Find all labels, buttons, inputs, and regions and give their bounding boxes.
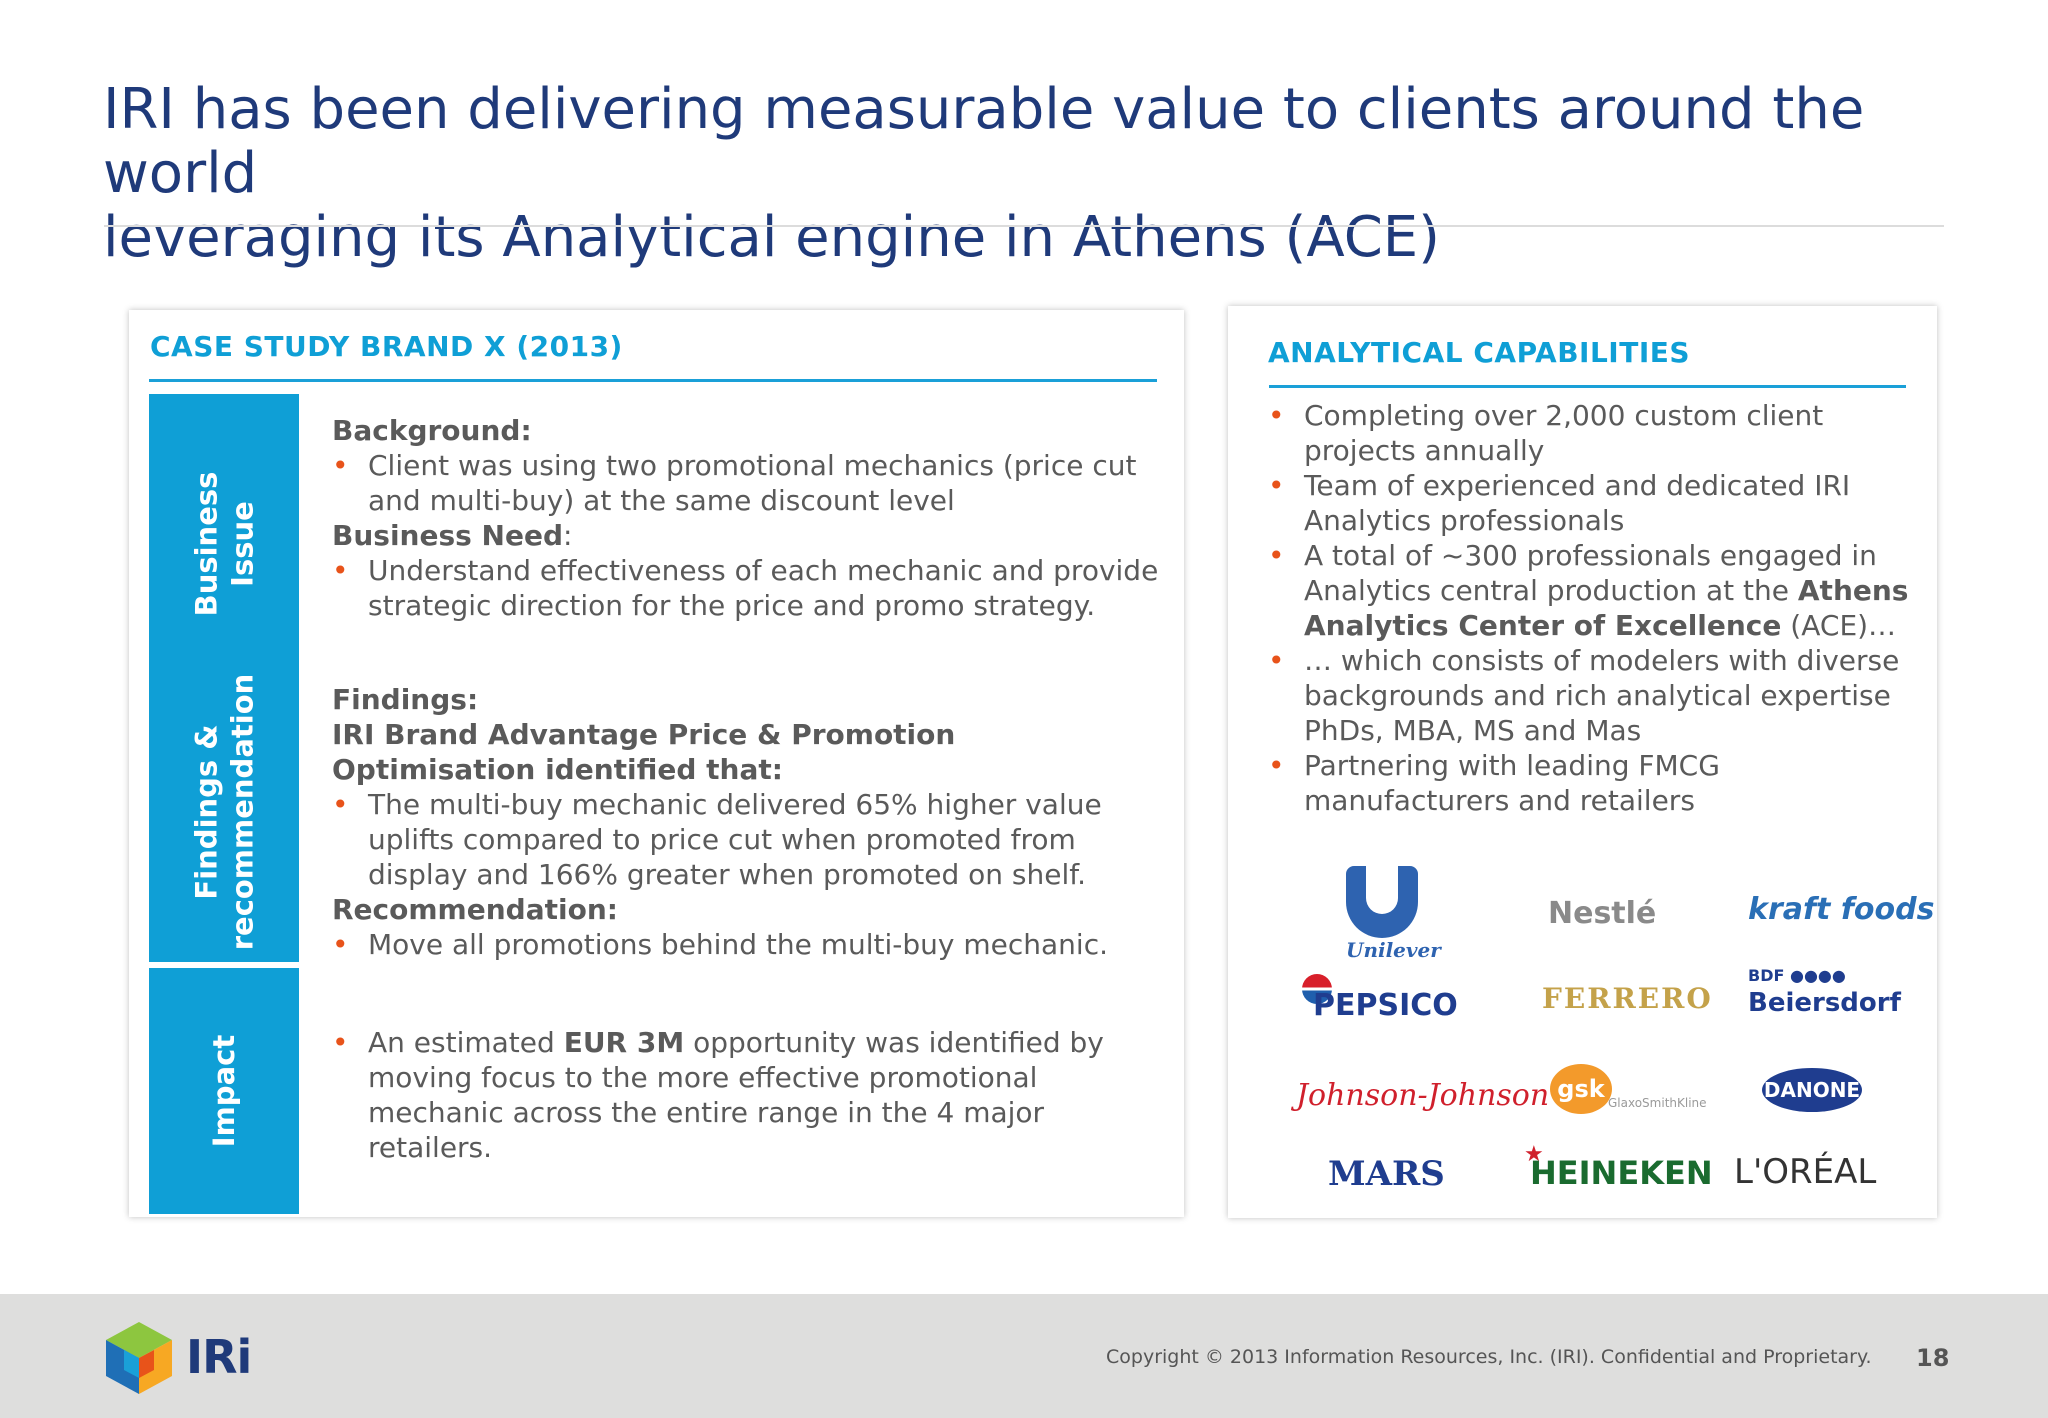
findings-subheading: IRI Brand Advantage Price & Promotion Op… (332, 718, 956, 786)
impact-amount: EUR 3M (563, 1026, 685, 1059)
tab-findings-recommendation: Findings & recommendation (149, 662, 299, 962)
capabilities-content: Completing over 2,000 custom client proj… (1268, 398, 1928, 818)
slide-title: IRI has been delivering measurable value… (103, 78, 1983, 270)
findings-label: Findings: (332, 683, 479, 716)
tab-impact: Impact (149, 968, 299, 1214)
page-number: 18 (1916, 1344, 1950, 1372)
capability-bullet-3-pre: A total of ~300 professionals engaged in… (1304, 539, 1877, 607)
case-study-heading-rule (149, 379, 1157, 382)
slide-title-line-2: leveraging its Analytical engine in Athe… (103, 205, 1441, 270)
unilever-logo-icon (1346, 866, 1418, 938)
background-label: Background: (332, 414, 532, 447)
danone-logo-text: DANONE (1763, 1078, 1861, 1102)
capability-bullet-3: A total of ~300 professionals engaged in… (1268, 538, 1928, 643)
gsk-logo: gsk (1550, 1064, 1612, 1114)
recommendation-bullet: Move all promotions behind the multi-buy… (332, 927, 1172, 962)
tab-business-issue-line-2: Issue (224, 501, 259, 587)
pepsico-logo: PEPSICO (1313, 988, 1458, 1023)
capability-bullet-3-post: (ACE)… (1781, 609, 1897, 642)
gsk-logo-text: gsk (1557, 1075, 1605, 1103)
tab-business-issue: Business Issue (149, 394, 299, 694)
impact-text-post: opportunity was identified by moving foc… (368, 1026, 1104, 1164)
heineken-logo: HEINEKEN (1530, 1154, 1713, 1192)
capabilities-heading: ANALYTICAL CAPABILITIES (1268, 336, 1691, 369)
business-issue-content: Background: Client was using two promoti… (332, 413, 1172, 623)
impact-content: An estimated EUR 3M opportunity was iden… (332, 1025, 1172, 1165)
heineken-star-icon: ★ (1524, 1142, 1544, 1167)
capabilities-panel: ANALYTICAL CAPABILITIES Completing over … (1228, 306, 1937, 1218)
tab-impact-label: Impact (206, 1034, 241, 1148)
tab-findings-line-1: Findings & (189, 724, 224, 900)
pepsico-globe-icon (1302, 974, 1332, 1004)
business-need-colon: : (563, 519, 573, 552)
impact-bullet: An estimated EUR 3M opportunity was iden… (332, 1025, 1172, 1165)
impact-text-pre: An estimated (368, 1026, 564, 1059)
copyright-notice: Copyright © 2013 Information Resources, … (1106, 1346, 1872, 1368)
mars-logo: MARS (1328, 1154, 1445, 1194)
background-bullet: Client was using two promotional mechani… (332, 448, 1172, 518)
case-study-heading: CASE STUDY BRAND X (2013) (150, 330, 623, 363)
iri-cube-logo-icon (106, 1322, 172, 1394)
findings-content: Findings: IRI Brand Advantage Price & Pr… (332, 682, 1172, 962)
recommendation-label: Recommendation: (332, 893, 618, 926)
business-need-bullet: Understand effectiveness of each mechani… (332, 553, 1172, 623)
bdf-logo: BDF ●●●● (1748, 966, 1846, 985)
kraft-foods-logo: kraft foods (1748, 892, 1935, 927)
case-study-panel: CASE STUDY BRAND X (2013) Business Issue… (129, 310, 1184, 1217)
tab-findings-line-2: recommendation (225, 673, 260, 951)
beiersdorf-logo: Beiersdorf (1748, 988, 1901, 1018)
capability-bullet-2: Team of experienced and dedicated IRI An… (1268, 468, 1928, 538)
gsk-logo-subtext: GlaxoSmithKline (1608, 1096, 1707, 1110)
findings-bullet: The multi-buy mechanic delivered 65% hig… (332, 787, 1172, 892)
danone-logo: DANONE (1762, 1068, 1862, 1112)
slide-title-line-1: IRI has been delivering measurable value… (103, 77, 1865, 206)
iri-brand-name: IRi (186, 1330, 252, 1384)
capability-bullet-4: … which consists of modelers with divers… (1268, 643, 1928, 748)
business-need-line: Business Need: (332, 518, 1172, 553)
johnson-and-johnson-logo: Johnson-Johnson (1296, 1078, 1550, 1113)
title-divider (104, 225, 1944, 227)
capability-bullet-3-bold: Athens Analytics Center of Excellence (1304, 574, 1909, 642)
capabilities-heading-rule (1269, 385, 1906, 388)
capability-bullet-5: Partnering with leading FMCG manufacture… (1268, 748, 1928, 818)
business-need-label: Business Need (332, 519, 563, 552)
unilever-logo-text: Unilever (1346, 938, 1441, 962)
tab-business-issue-line-1: Business (188, 471, 223, 617)
capability-bullet-1: Completing over 2,000 custom client proj… (1268, 398, 1928, 468)
nestle-logo: Nestlé (1548, 896, 1657, 931)
ferrero-logo: FERRERO (1542, 982, 1713, 1015)
footer: IRi Copyright © 2013 Information Resourc… (0, 1294, 2048, 1418)
loreal-logo: L'ORÉAL (1734, 1152, 1877, 1192)
